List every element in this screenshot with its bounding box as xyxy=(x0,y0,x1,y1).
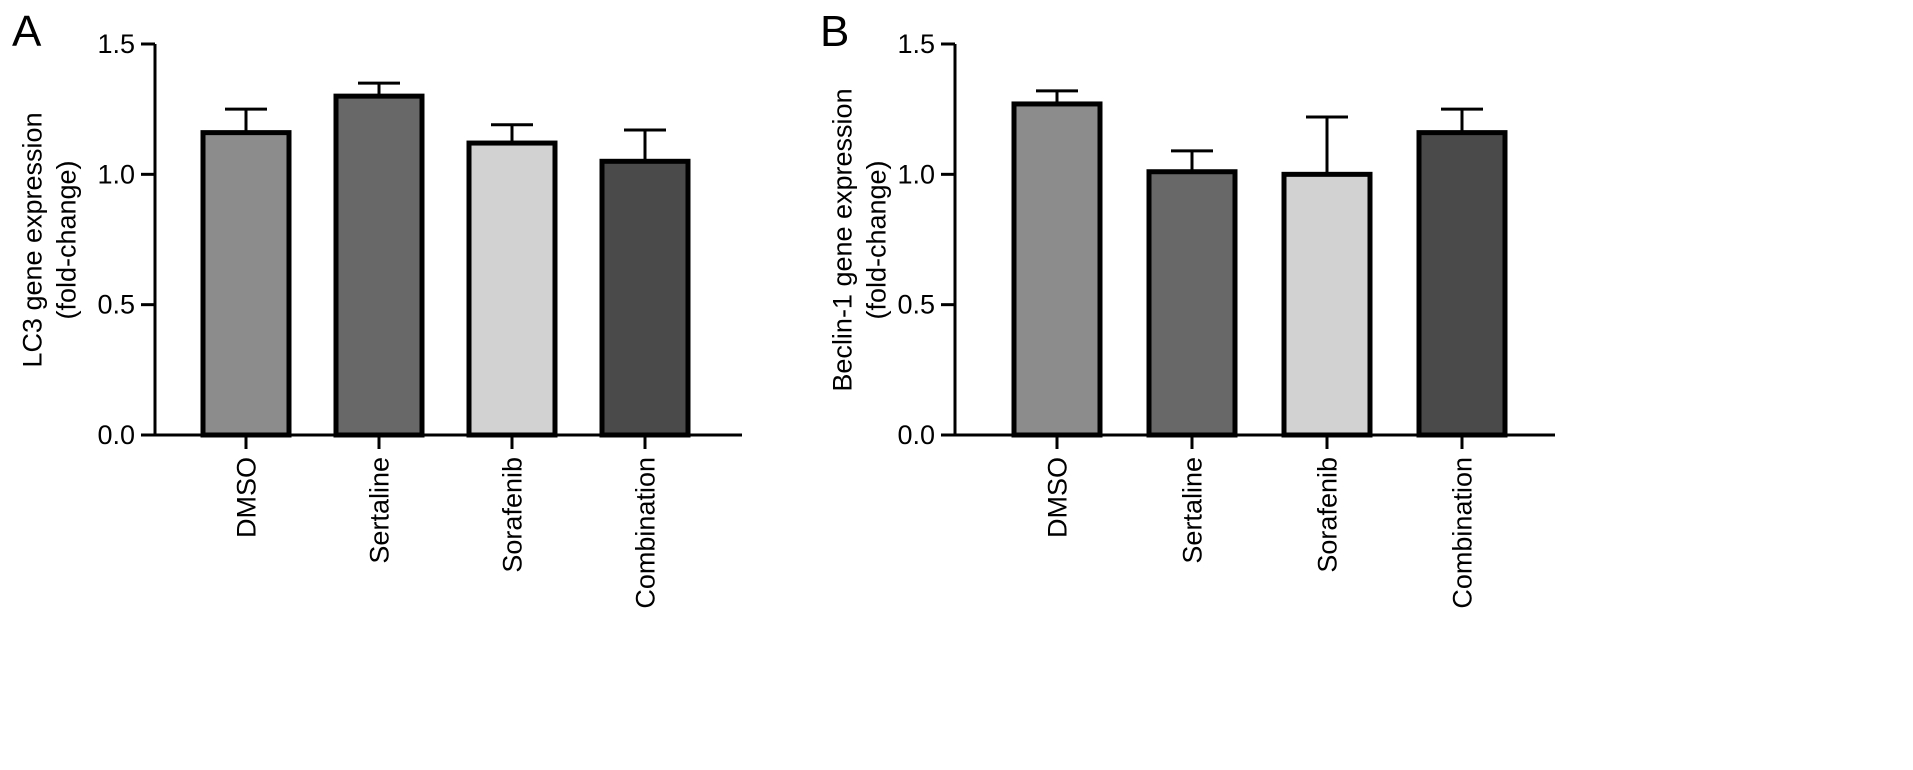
panel-letter: A xyxy=(12,7,42,56)
chart-panel-b: B 0.0 0.5 1.0 1.5 Beclin-1 gene expression (fo… xyxy=(820,7,1555,609)
y-tick-label: 0.0 xyxy=(897,420,935,450)
x-tick-label-sertaline: Sertaline xyxy=(364,457,394,564)
bar-dmso xyxy=(200,130,292,438)
x-tick-label-dmso: DMSO xyxy=(1042,457,1072,538)
y-axis-title-line2: (fold-change) xyxy=(861,160,891,319)
x-tick-label-dmso: DMSO xyxy=(231,457,261,538)
bar-sertaline xyxy=(1146,169,1238,438)
x-tick-label-sertaline: Sertaline xyxy=(1177,457,1207,564)
y-axis-title-line2: (fold-change) xyxy=(51,160,81,319)
y-axis-title-line1: Beclin-1 gene expression xyxy=(827,88,857,391)
panel-letter: B xyxy=(820,7,849,56)
x-tick-label-combination: Combination xyxy=(630,457,660,609)
x-tick-label-combination: Combination xyxy=(1447,457,1477,609)
y-axis-title-line1: LC3 gene expression xyxy=(17,112,47,367)
bar-dmso xyxy=(1011,101,1103,438)
bar-combination xyxy=(1416,130,1508,438)
y-tick-label: 1.0 xyxy=(897,159,935,189)
bar-sertaline xyxy=(333,93,425,438)
y-tick-label: 0.5 xyxy=(897,290,935,320)
y-tick-label: 1.5 xyxy=(897,29,935,59)
x-tick-label-sorafenib: Sorafenib xyxy=(1312,457,1342,573)
y-tick-label: 1.0 xyxy=(97,159,135,189)
y-tick-label: 0.5 xyxy=(97,290,135,320)
bar-sorafenib xyxy=(1281,171,1373,438)
x-tick-label-sorafenib: Sorafenib xyxy=(497,457,527,573)
y-tick-label: 1.5 xyxy=(97,29,135,59)
bar-sorafenib xyxy=(466,140,558,438)
bar-combination xyxy=(599,158,691,438)
chart-panel-a: A 0.0 0.5 1.0 1.5 LC3 gene expression (fold-ch… xyxy=(12,7,742,609)
y-tick-label: 0.0 xyxy=(97,420,135,450)
